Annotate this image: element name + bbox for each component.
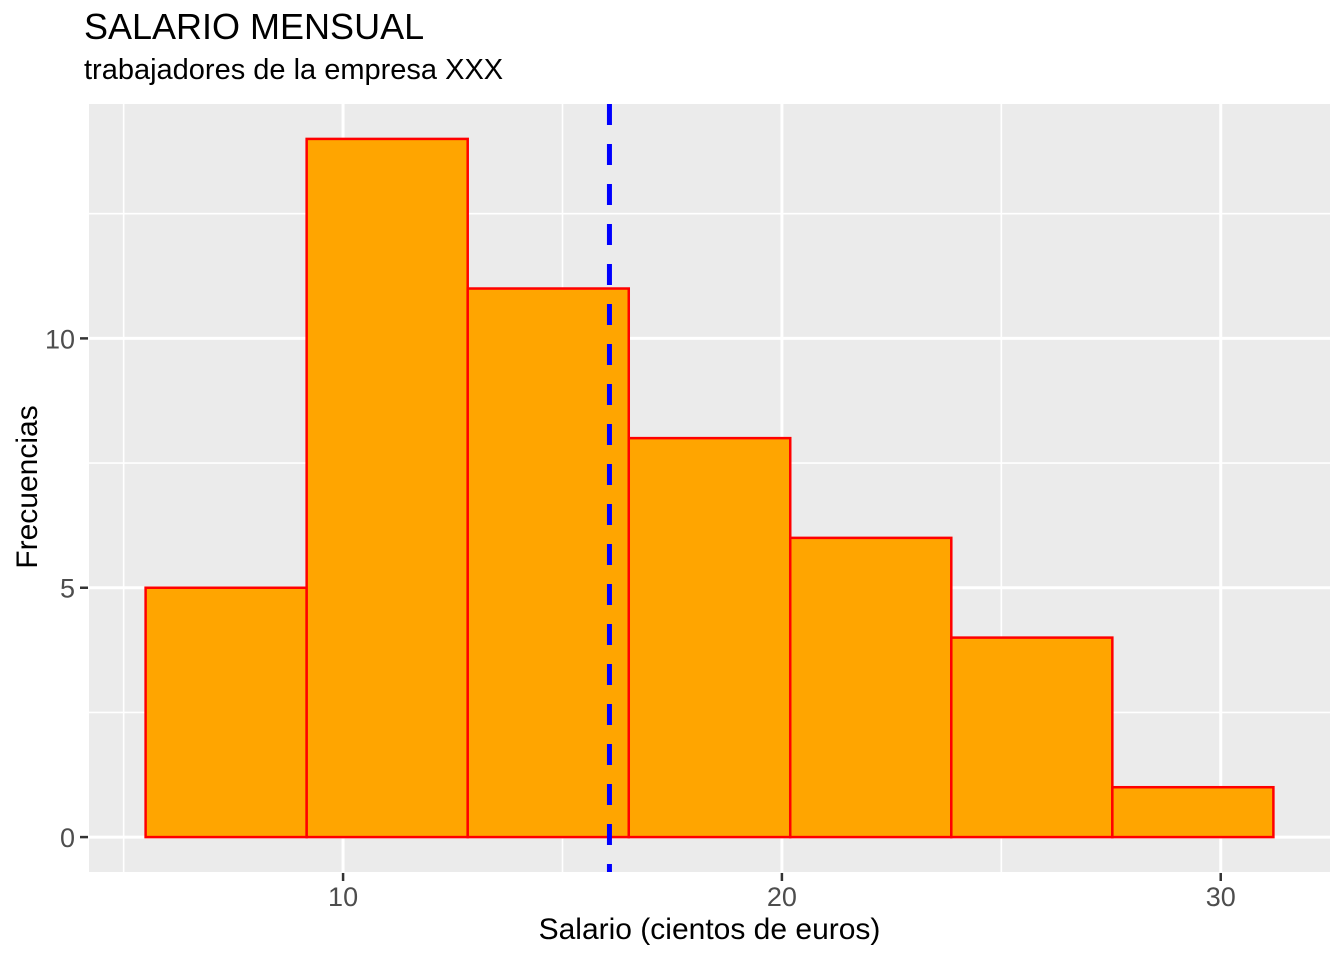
histogram-bar [788,536,953,839]
x-tick-label: 10 [328,882,358,912]
histogram-bar [144,586,308,839]
x-axis-title: Salario (cientos de euros) [538,913,881,946]
histogram-bar [627,436,792,839]
chart-title: SALARIO MENSUAL [84,6,425,47]
x-tick-label: 30 [1206,882,1236,912]
y-tick-label: 0 [60,823,75,853]
histogram-bar [305,137,469,839]
histogram-bar [466,287,631,839]
y-tick-label: 5 [60,574,75,604]
x-tick-label: 20 [767,882,797,912]
chart-subtitle: trabajadores de la empresa XXX [84,54,504,86]
y-tick-label: 10 [45,324,75,354]
histogram-bar [950,636,1114,839]
histogram-bar [1111,785,1275,839]
